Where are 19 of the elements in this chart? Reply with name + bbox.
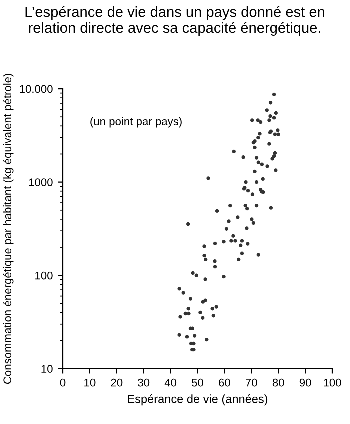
y-tick-label: 1000: [29, 178, 53, 186]
y-tick-label: 10.000: [20, 85, 53, 94]
y-tick-label: 10: [42, 365, 53, 374]
x-tick-label: 90: [300, 378, 312, 387]
x-tick-label: 0: [60, 378, 66, 387]
y-tick-label: 100: [36, 272, 53, 280]
annotation: (un point par pays): [90, 117, 182, 128]
x-tick-label: 30: [138, 378, 150, 387]
y-axis-title: Consommation énergétique par habitant (kg équivalent pétrole): [3, 74, 14, 384]
x-tick-label: 40: [164, 378, 177, 387]
x-tick-label: 70: [246, 378, 258, 387]
x-tick-label: 10: [84, 378, 96, 387]
x-tick-label: 50: [192, 378, 204, 387]
x-tick-label: 80: [272, 378, 284, 387]
x-tick-label: 100: [324, 378, 342, 387]
chart-title: L’espérance de vie dans un pays donné est en relation directe avec sa capacité énergétique.: [26, 6, 324, 36]
x-axis-title: Espérance de vie (années): [128, 394, 268, 406]
x-tick-label: 20: [111, 378, 123, 387]
x-tick-label: 60: [219, 378, 230, 387]
